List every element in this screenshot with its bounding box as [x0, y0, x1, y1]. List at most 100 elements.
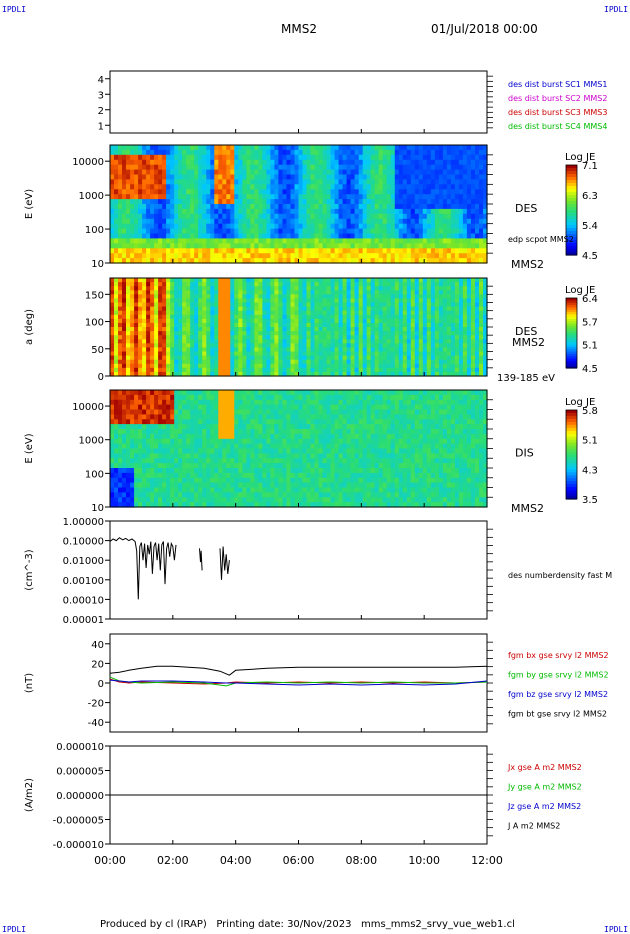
heatmap-cell [122, 331, 127, 336]
heatmap-cell [471, 174, 476, 180]
heatmap-cell [390, 282, 396, 287]
heatmap-cell [158, 394, 163, 401]
heatmap-cell [114, 351, 119, 357]
heatmap-cell [122, 282, 127, 287]
heatmap-cell [418, 302, 424, 308]
heatmap-cell [230, 154, 235, 161]
heatmap-cell [134, 306, 139, 312]
heatmap-cell [134, 438, 139, 445]
heatmap-cell [254, 355, 259, 361]
heatmap-cell [194, 363, 199, 369]
heatmap-cell [154, 404, 159, 411]
heatmap-cell [326, 310, 332, 316]
heatmap-cell [326, 179, 332, 185]
heatmap-cell [342, 290, 348, 295]
heatmap-cell [310, 159, 316, 166]
heatmap-cell [290, 335, 296, 340]
heatmap-cell [466, 294, 472, 299]
heatmap-cell [418, 298, 424, 304]
heatmap-cell [206, 355, 211, 361]
heatmap-cell [390, 145, 396, 151]
heatmap-cell [438, 174, 444, 180]
heatmap-cell [250, 243, 255, 249]
heatmap-cell [282, 322, 288, 328]
heatmap-cell [414, 213, 420, 220]
colorbar-cell [566, 252, 577, 256]
heatmap-cell [158, 243, 163, 249]
heatmap-cell [438, 310, 444, 316]
heatmap-cell [358, 359, 364, 365]
y-axis-label: E (eV) [24, 189, 35, 219]
heatmap-cell [450, 149, 456, 156]
colorbar-cell [566, 326, 577, 329]
heatmap-cell [438, 371, 444, 377]
heatmap-cell [426, 318, 432, 324]
heatmap-cell [218, 189, 223, 195]
heatmap-cell [194, 343, 199, 348]
heatmap-cell [414, 223, 420, 230]
heatmap-cell [374, 248, 380, 254]
heatmap-cell [479, 218, 484, 225]
heatmap-cell [426, 327, 432, 332]
heatmap-cell [410, 238, 416, 244]
heatmap-cell [198, 218, 203, 225]
heatmap-cell [138, 318, 143, 324]
heatmap-cell [454, 335, 460, 340]
heatmap-cell [154, 218, 159, 225]
heatmap-cell [410, 154, 416, 161]
heatmap-cell [218, 331, 223, 336]
heatmap-cell [218, 159, 223, 166]
heatmap-cell [134, 282, 139, 287]
heatmap-cell [454, 204, 460, 210]
heatmap-cell [366, 343, 372, 348]
legend-entry: des dist burst SC1 MMS1 [508, 80, 607, 89]
heatmap-cell [278, 208, 283, 215]
heatmap-cell [294, 335, 300, 340]
heatmap-cell [475, 174, 480, 180]
heatmap-cell [302, 258, 308, 264]
heatmap-cell [358, 339, 364, 344]
heatmap-cell [318, 286, 324, 291]
heatmap-cell [150, 306, 155, 312]
heatmap-cell [290, 351, 296, 357]
heatmap-cell [110, 169, 115, 176]
heatmap-cell [122, 184, 127, 190]
heatmap-cell [366, 174, 372, 180]
heatmap-cell [334, 218, 340, 225]
heatmap-cell [262, 278, 267, 283]
heatmap-cell [366, 327, 372, 332]
heatmap-cell [122, 213, 127, 220]
heatmap-cell [398, 306, 404, 312]
heatmap-cell [162, 424, 167, 430]
heatmap-cell [178, 351, 183, 357]
heatmap-cell [150, 429, 155, 435]
heatmap-cell [222, 286, 227, 291]
heatmap-cell [130, 290, 135, 295]
heatmap-cell [258, 145, 263, 151]
heatmap-cell [410, 278, 416, 283]
heatmap-cell [386, 228, 392, 235]
heatmap-cell [274, 298, 279, 304]
heatmap-cell [446, 159, 452, 166]
heatmap-cell [154, 443, 159, 450]
heatmap-cell [330, 335, 336, 340]
heatmap-cell [238, 371, 243, 377]
heatmap-cell [118, 390, 123, 396]
heatmap-cell [262, 294, 267, 299]
heatmap-cell [122, 404, 127, 411]
heatmap-cell [471, 322, 476, 328]
heatmap-cell [386, 204, 392, 210]
heatmap-cell [479, 174, 484, 180]
heatmap-cell [422, 258, 428, 264]
heatmap-cell [206, 253, 211, 259]
heatmap-cell [146, 286, 151, 291]
legend-entry: des dist burst SC3 MMS3 [508, 108, 607, 117]
heatmap-cell [366, 310, 372, 316]
heatmap-cell [314, 335, 320, 340]
heatmap-cell [202, 169, 207, 176]
heatmap-cell [142, 463, 147, 469]
heatmap-cell [294, 208, 300, 215]
heatmap-cell [390, 351, 396, 357]
heatmap-cell [258, 359, 263, 365]
heatmap-cell [334, 258, 340, 264]
